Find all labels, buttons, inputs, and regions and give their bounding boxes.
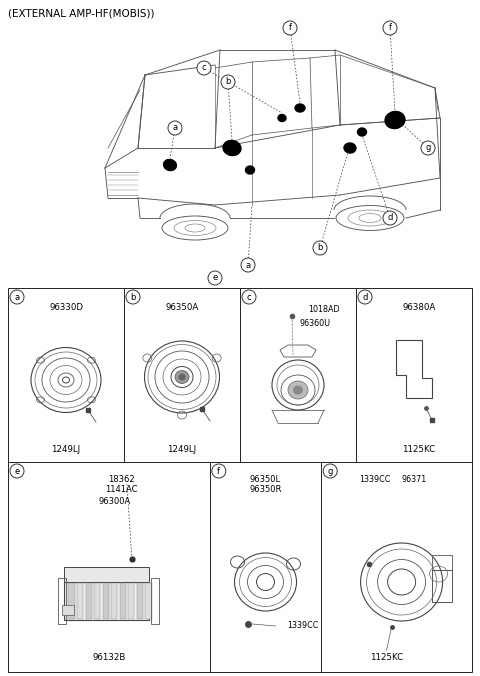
Text: c: c — [247, 293, 252, 301]
Ellipse shape — [223, 141, 241, 155]
Ellipse shape — [293, 385, 303, 395]
Circle shape — [10, 290, 24, 304]
Ellipse shape — [278, 114, 286, 122]
Text: g: g — [425, 143, 431, 153]
Circle shape — [283, 21, 297, 35]
Bar — [145, 583, 152, 619]
Text: 1018AD: 1018AD — [308, 306, 340, 314]
Text: b: b — [317, 243, 323, 253]
Bar — [120, 583, 126, 619]
Circle shape — [197, 61, 211, 75]
Bar — [151, 578, 159, 624]
Ellipse shape — [179, 374, 185, 381]
Text: f: f — [217, 466, 220, 475]
Text: 1249LJ: 1249LJ — [168, 445, 197, 454]
Bar — [103, 583, 109, 619]
Ellipse shape — [245, 166, 254, 174]
Text: 18362: 18362 — [108, 475, 134, 485]
Circle shape — [221, 75, 235, 89]
Text: 96300A: 96300A — [99, 498, 131, 506]
Text: e: e — [212, 274, 217, 283]
Text: 96371: 96371 — [402, 475, 427, 485]
Bar — [137, 583, 143, 619]
Text: 1125KC: 1125KC — [370, 654, 403, 662]
Ellipse shape — [288, 381, 308, 399]
Bar — [8, 288, 472, 672]
Bar — [64, 582, 149, 620]
Text: c: c — [202, 64, 206, 72]
Bar — [432, 555, 452, 570]
Circle shape — [383, 21, 397, 35]
Circle shape — [212, 464, 226, 478]
Text: d: d — [387, 214, 393, 222]
Text: 1339CC: 1339CC — [359, 475, 390, 485]
Text: f: f — [388, 24, 392, 32]
Circle shape — [323, 464, 337, 478]
Circle shape — [241, 258, 255, 272]
Text: b: b — [130, 293, 136, 301]
Text: f: f — [288, 24, 291, 32]
Text: 96380A: 96380A — [402, 304, 436, 312]
Ellipse shape — [164, 160, 177, 170]
Bar — [62, 605, 74, 615]
Text: 1249LJ: 1249LJ — [51, 445, 81, 454]
Text: 96360U: 96360U — [300, 318, 331, 327]
Text: a: a — [14, 293, 20, 301]
Text: a: a — [172, 124, 178, 132]
Ellipse shape — [295, 104, 305, 112]
Text: (EXTERNAL AMP-HF(MOBIS)): (EXTERNAL AMP-HF(MOBIS)) — [8, 8, 155, 18]
Circle shape — [421, 141, 435, 155]
Circle shape — [10, 464, 24, 478]
Circle shape — [126, 290, 140, 304]
Text: a: a — [245, 260, 251, 270]
Bar — [64, 567, 149, 582]
Ellipse shape — [358, 128, 367, 136]
Text: 96350R: 96350R — [249, 485, 282, 495]
Circle shape — [313, 241, 327, 255]
Text: 1141AC: 1141AC — [105, 485, 137, 495]
Text: g: g — [327, 466, 333, 475]
Bar — [111, 583, 117, 619]
Bar — [85, 583, 92, 619]
Text: 1339CC: 1339CC — [288, 621, 319, 631]
Ellipse shape — [385, 112, 405, 128]
Text: 1125KC: 1125KC — [402, 445, 435, 454]
Bar — [77, 583, 83, 619]
Bar — [69, 583, 74, 619]
Bar — [59, 578, 66, 624]
Circle shape — [358, 290, 372, 304]
Circle shape — [242, 290, 256, 304]
Circle shape — [383, 211, 397, 225]
Circle shape — [168, 121, 182, 135]
Text: 96330D: 96330D — [49, 304, 83, 312]
Text: b: b — [225, 78, 231, 87]
Ellipse shape — [175, 370, 189, 383]
Text: 96350L: 96350L — [250, 475, 281, 485]
Ellipse shape — [344, 143, 356, 153]
Bar — [128, 583, 134, 619]
Text: 96132B: 96132B — [92, 654, 126, 662]
Text: e: e — [14, 466, 20, 475]
Text: 96350A: 96350A — [166, 304, 199, 312]
Bar — [432, 570, 452, 602]
Bar — [94, 583, 100, 619]
Circle shape — [208, 271, 222, 285]
Text: d: d — [362, 293, 368, 301]
